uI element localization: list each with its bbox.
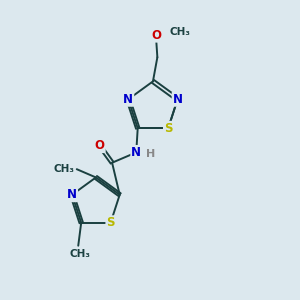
Text: N: N <box>172 93 183 106</box>
Text: N: N <box>131 146 141 159</box>
Text: S: S <box>164 122 172 135</box>
Text: CH₃: CH₃ <box>53 164 74 174</box>
Text: H: H <box>146 149 155 159</box>
Text: N: N <box>123 93 133 106</box>
Text: CH₃: CH₃ <box>69 249 90 259</box>
Text: N: N <box>67 188 77 201</box>
Text: S: S <box>106 216 115 229</box>
Text: CH₃: CH₃ <box>169 27 190 37</box>
Text: O: O <box>95 139 105 152</box>
Text: O: O <box>151 29 161 42</box>
